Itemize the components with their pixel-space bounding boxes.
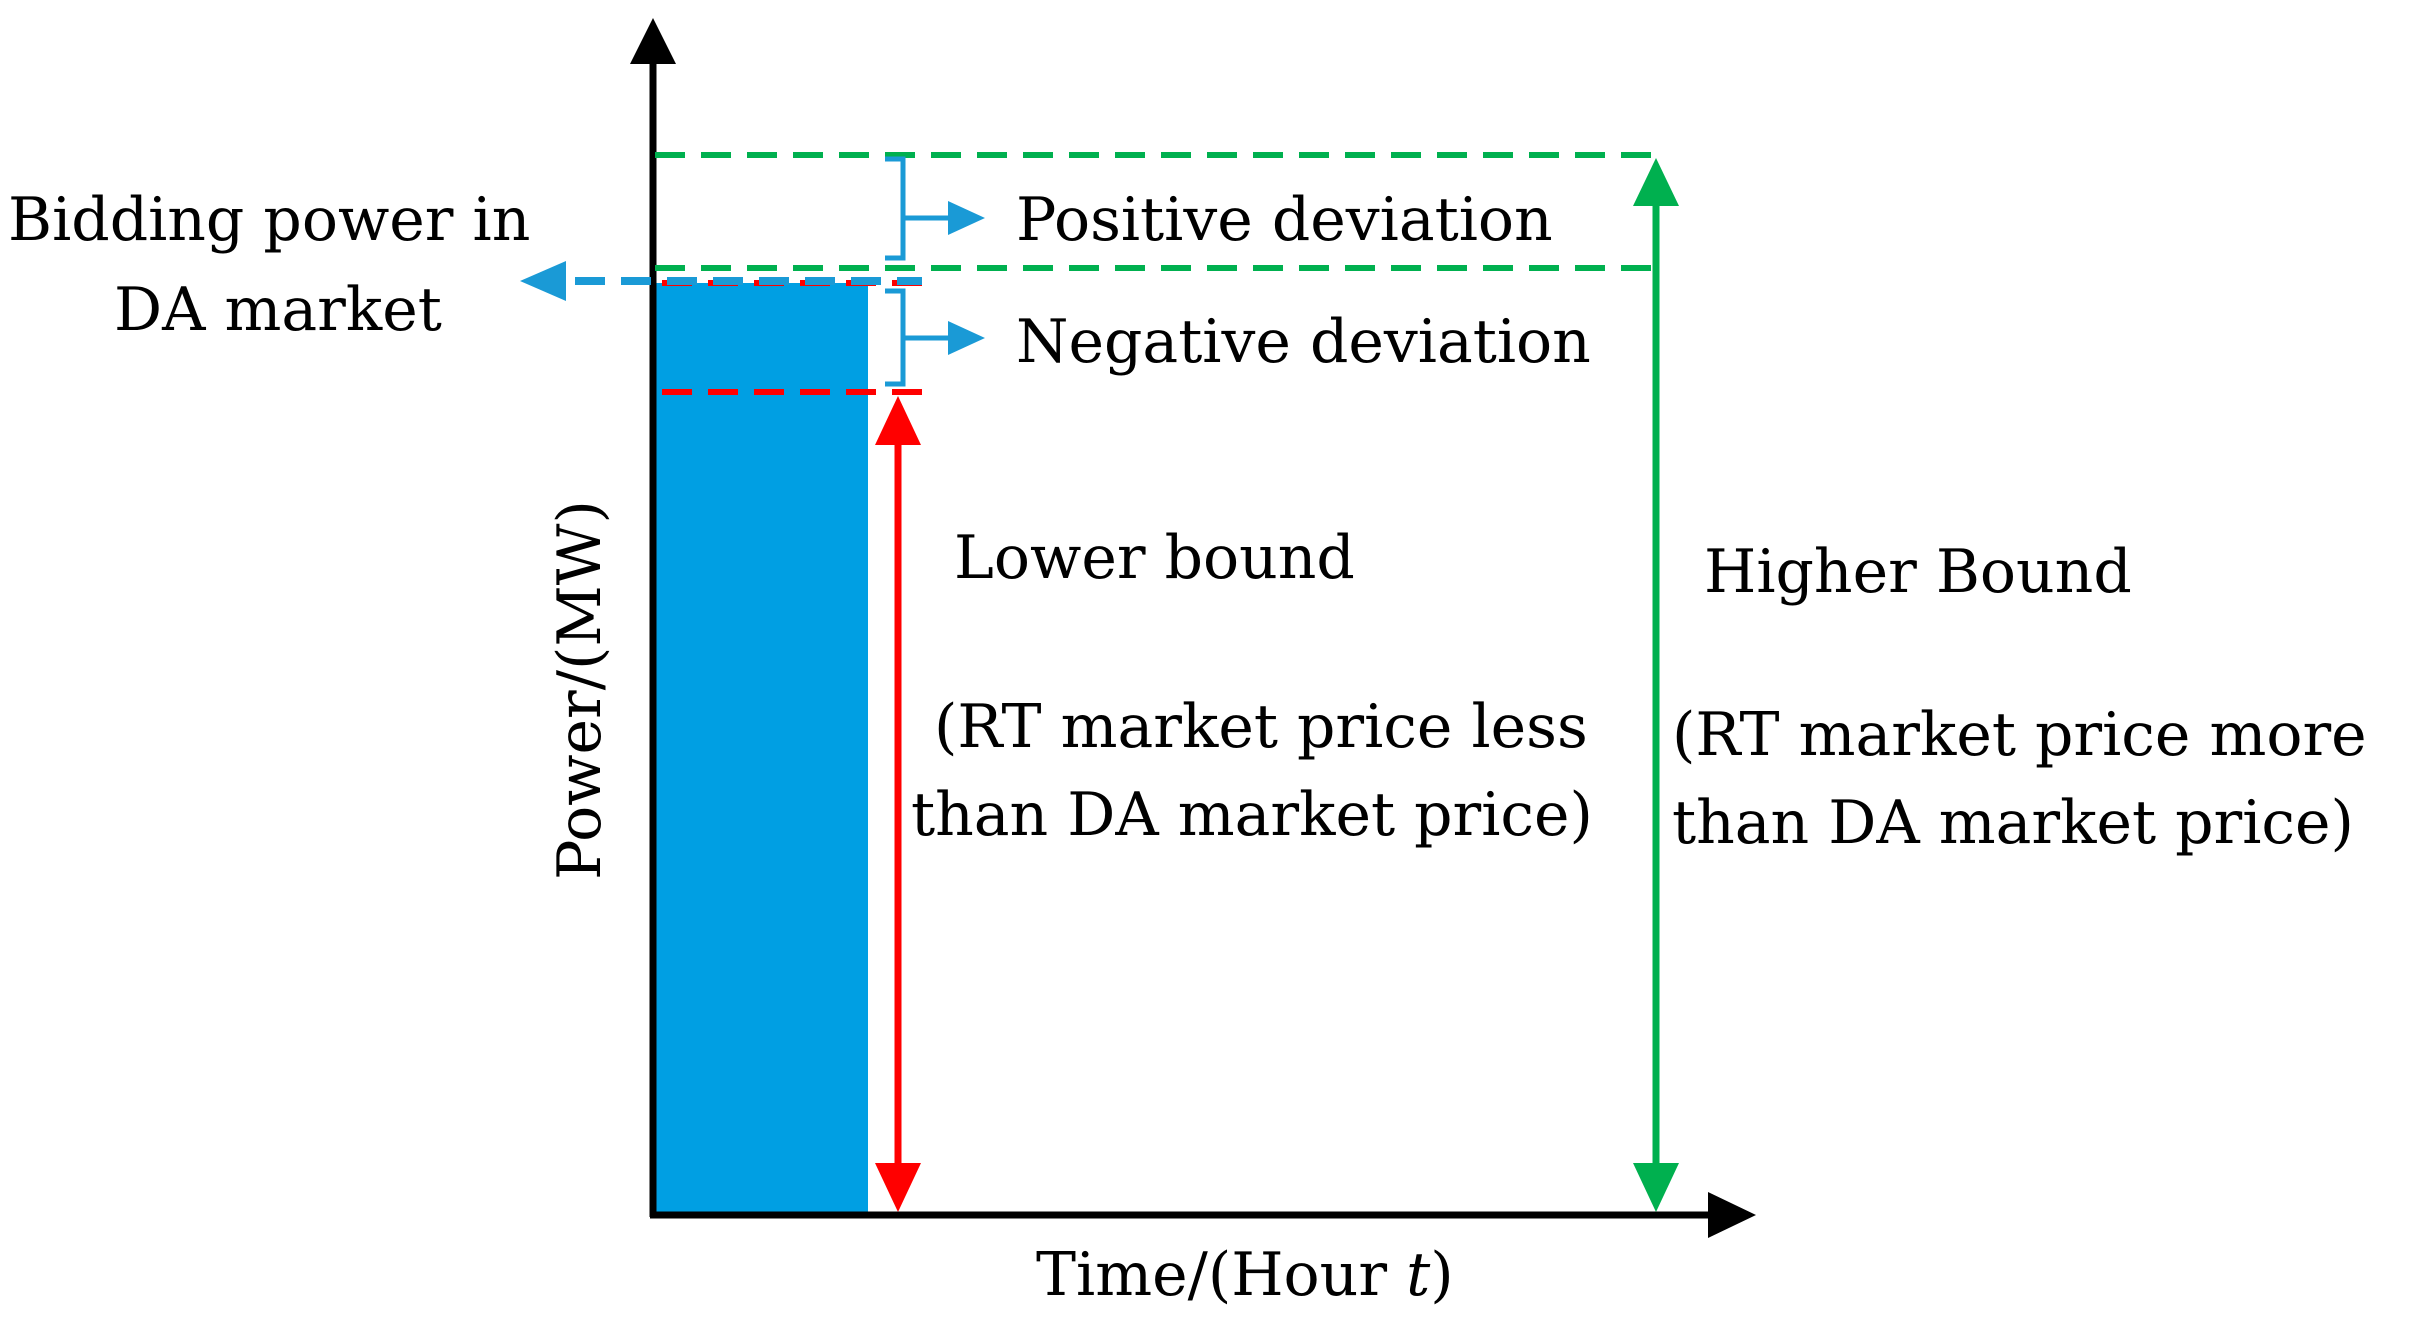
higher-bound-note-line1: (RT market price more	[1672, 700, 2367, 770]
positive-deviation-arrowhead	[948, 201, 985, 235]
lower-bound-note-line1: (RT market price less	[934, 692, 1588, 762]
positive-deviation-label: Positive deviation	[1016, 185, 1553, 255]
x-axis-label: Time/(Hour t)	[1036, 1240, 1454, 1310]
positive-deviation-bracket	[885, 156, 950, 261]
bidding-power-label-line1: Bidding power in	[8, 185, 530, 255]
negative-deviation-arrowhead	[948, 321, 985, 355]
higher-bound-arrowhead-top	[1633, 158, 1679, 206]
axes	[630, 18, 1756, 1238]
lower-bound-arrowhead-bottom	[875, 1163, 921, 1212]
y-axis-label: Power/(MW)	[545, 500, 615, 880]
higher-bound-label: Higher Bound	[1704, 537, 2132, 607]
lower-bound-note-line2: than DA market price)	[911, 780, 1593, 850]
lower-bound-arrowhead-top	[875, 396, 921, 445]
negative-deviation-label: Negative deviation	[1016, 307, 1591, 377]
x-axis-label-variable: t	[1406, 1240, 1431, 1310]
negative-deviation-bracket	[885, 288, 950, 387]
bidding-power-bar	[654, 283, 868, 1215]
lower-bound-label: Lower bound	[954, 523, 1355, 593]
x-axis-label-suffix: )	[1430, 1240, 1453, 1310]
x-axis-label-prefix: Time/(Hour	[1036, 1240, 1406, 1310]
higher-bound-arrowhead-bottom	[1633, 1163, 1679, 1212]
bidding-power-arrowhead	[520, 261, 566, 301]
x-axis-arrowhead	[1708, 1192, 1756, 1238]
bidding-power-label-line2: DA market	[114, 275, 442, 345]
y-axis-arrowhead	[630, 18, 676, 64]
higher-bound-note-line2: than DA market price)	[1672, 788, 2354, 858]
